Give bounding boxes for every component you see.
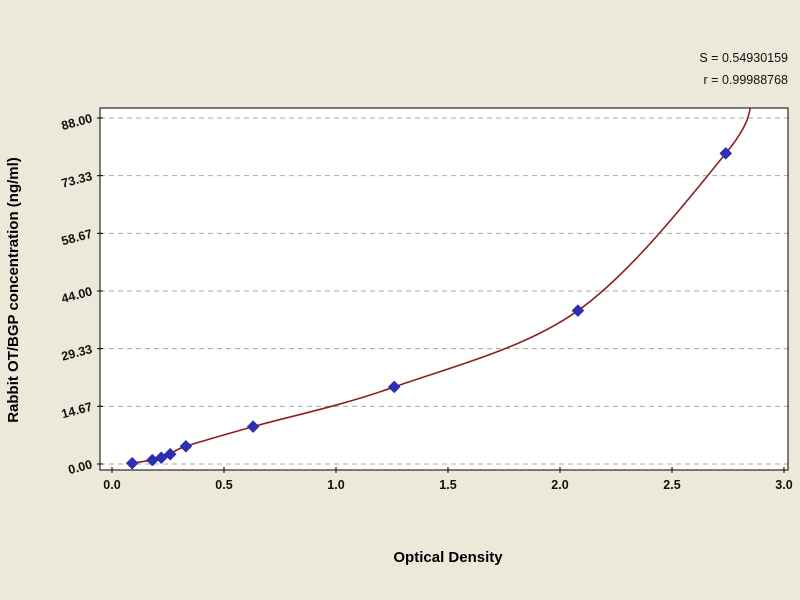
- y-tick-label: 0.00: [67, 457, 94, 477]
- plot-area: [100, 108, 788, 470]
- y-tick-label: 73.33: [60, 169, 94, 191]
- y-tick-label: 88.00: [60, 111, 94, 133]
- plot-layer: 0.00 14.67 29.33 44.00 58.67 73.33 88.00 0.0 0.5…: [60, 107, 793, 492]
- data-point-marker: [163, 447, 177, 461]
- data-point-marker: [154, 451, 168, 465]
- x-tick-label: 2.0: [551, 478, 568, 492]
- data-point-marker: [125, 456, 139, 470]
- r-value-annotation: r = 0.99988768: [704, 73, 788, 87]
- x-tick-label: 0.5: [215, 478, 232, 492]
- y-axis-title: Rabbit OT/BGP concentration (ng/ml): [5, 157, 22, 423]
- y-tick-label: 14.67: [60, 400, 94, 422]
- x-axis-title: Optical Density: [393, 549, 503, 566]
- x-tick-label: 3.0: [775, 478, 792, 492]
- x-tick-label: 1.0: [327, 478, 344, 492]
- y-tick-label: 58.67: [60, 227, 94, 249]
- plot-border: [99, 107, 789, 471]
- data-point-marker: [179, 439, 193, 453]
- data-point-marker: [246, 420, 260, 434]
- y-tick-label: 44.00: [60, 284, 94, 306]
- y-tick-label: 29.33: [60, 342, 94, 364]
- s-value-annotation: S = 0.54930159: [699, 51, 788, 65]
- data-point-marker: [571, 304, 585, 318]
- data-point-marker: [387, 380, 401, 394]
- x-tick-label: 1.5: [439, 478, 456, 492]
- x-tick-label: 2.5: [663, 478, 680, 492]
- x-tick-label: 0.0: [103, 478, 120, 492]
- data-point-marker: [719, 147, 733, 160]
